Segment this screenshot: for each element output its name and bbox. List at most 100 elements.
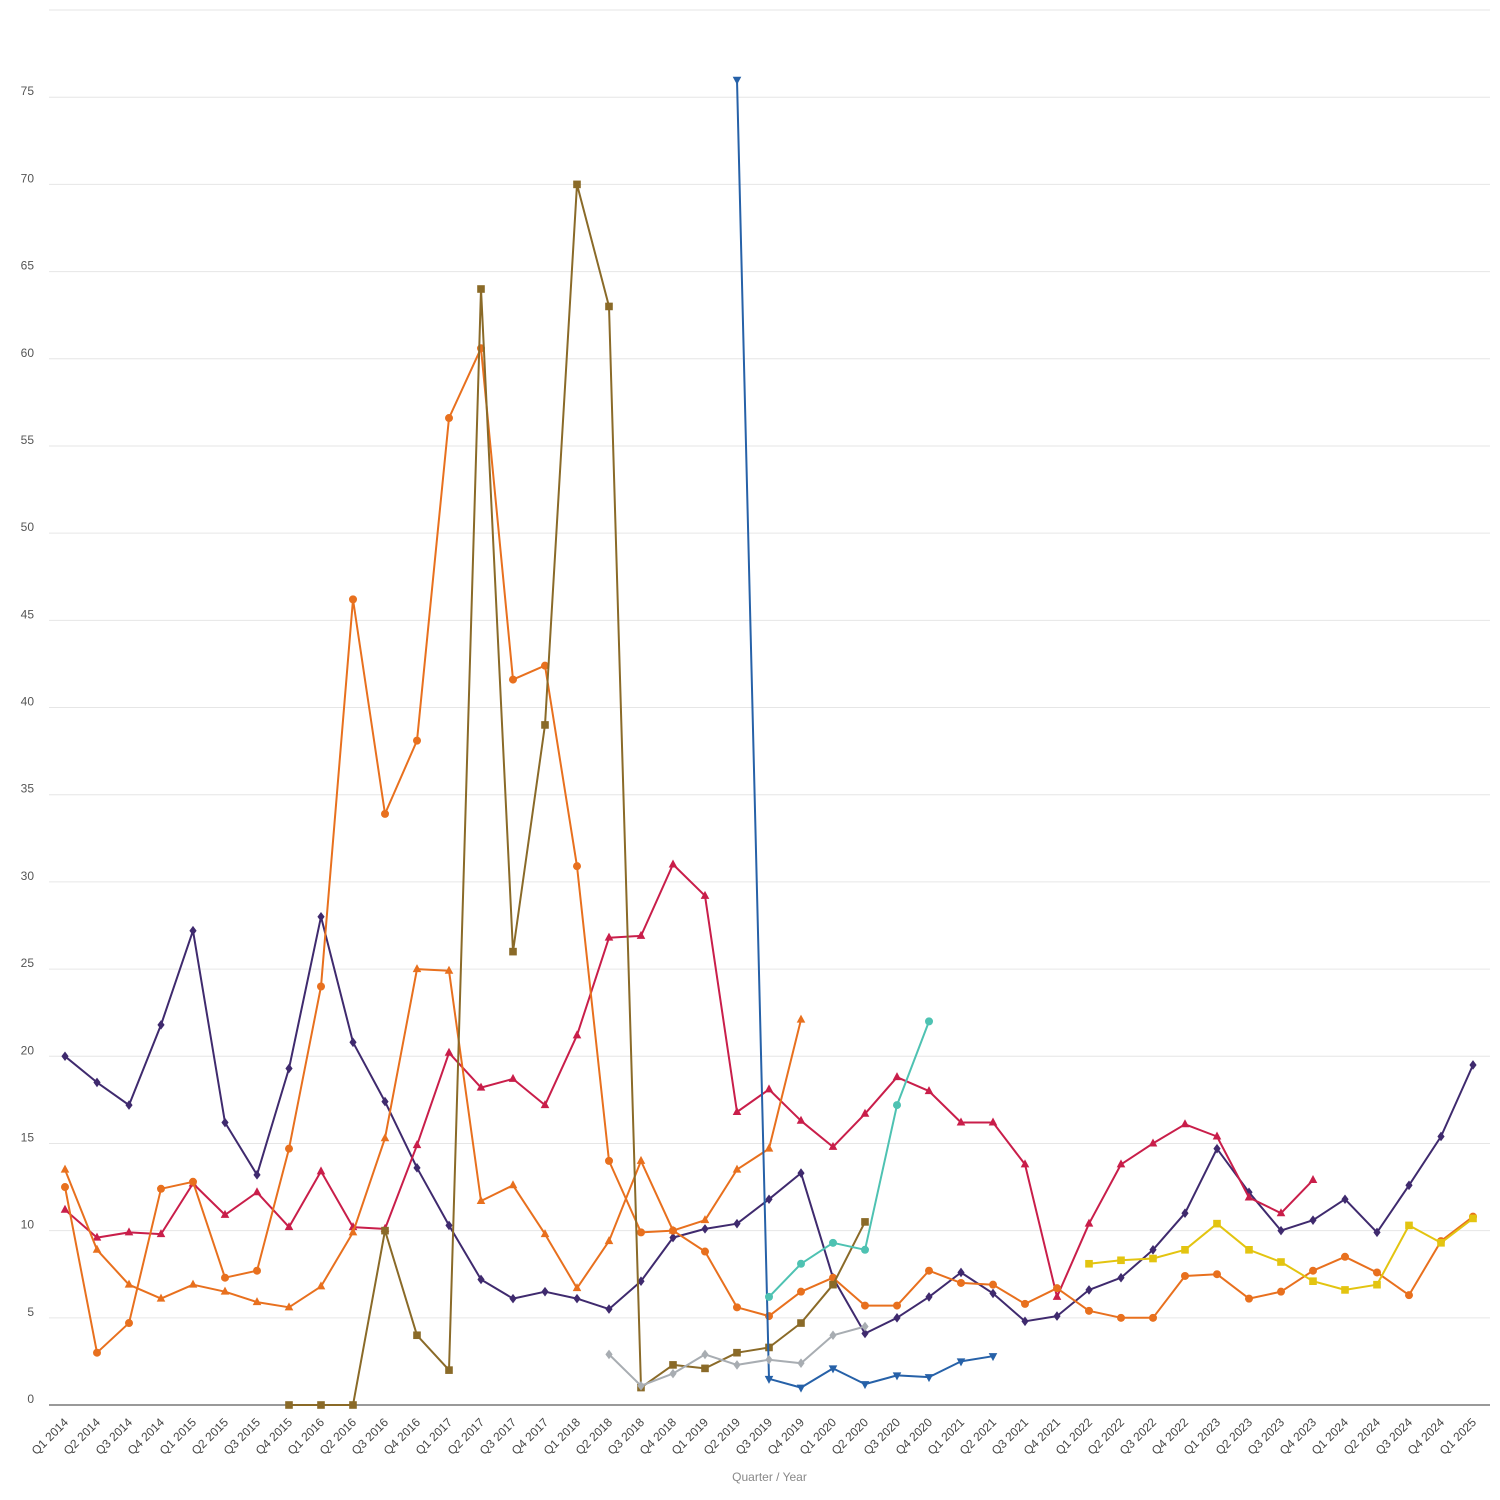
x-axis-title: Quarter / Year [732,1470,807,1484]
data-point [1213,1143,1221,1154]
data-point [1149,1313,1157,1322]
data-point [540,1100,550,1109]
data-point [669,1361,677,1369]
data-point [508,1180,518,1189]
data-point [444,1047,454,1056]
data-point [605,1304,613,1314]
data-point [1053,1311,1061,1321]
data-point [1085,1285,1093,1295]
data-point [220,1286,230,1295]
data-point [1181,1208,1189,1218]
data-point [445,1366,453,1374]
data-point [1148,1138,1158,1147]
data-point [1437,1131,1445,1142]
data-point [1116,1159,1126,1168]
data-point [1245,1187,1253,1198]
data-point [349,1037,357,1048]
data-point [860,1108,870,1117]
data-point [284,1222,294,1231]
data-point [476,1082,486,1091]
data-point [765,1312,773,1321]
data-point [317,911,325,922]
data-point [1373,1227,1381,1238]
data-point [829,1280,837,1289]
y-tick-label: 15 [21,1130,35,1144]
data-point [124,1227,134,1236]
y-tick-label: 5 [27,1305,34,1319]
data-point [893,1101,901,1110]
data-point [701,1364,709,1373]
series-line [64,915,1474,1335]
y-tick-label: 25 [21,956,35,970]
data-point [669,1368,677,1379]
data-point [1309,1277,1317,1285]
data-point [1405,1221,1413,1230]
data-point [540,1229,550,1238]
data-point [701,1247,709,1256]
y-tick-label: 45 [21,607,35,621]
data-point [733,1348,741,1357]
data-point [412,964,422,973]
data-point [637,1381,645,1391]
data-point [669,1232,677,1243]
data-point [380,1133,390,1142]
y-tick-label: 75 [21,84,35,98]
data-point [1341,1194,1349,1205]
data-point [861,1321,869,1332]
data-point [572,1030,582,1039]
data-point [1244,1192,1254,1201]
data-point [509,947,517,956]
data-point [1117,1256,1125,1265]
series-line [64,968,802,1309]
data-point [156,1293,166,1302]
data-point [1245,1294,1253,1303]
data-point [573,180,581,189]
data-point [189,925,197,936]
data-point [668,1225,678,1234]
data-point [156,1229,166,1238]
series-layer [60,76,1477,1409]
data-point [765,1194,773,1205]
data-point [604,932,614,941]
data-point [61,1051,69,1062]
data-point [572,1283,582,1292]
data-point [253,1266,261,1275]
data-point [221,1273,229,1282]
data-point [1405,1291,1413,1300]
data-point [1149,1245,1157,1255]
data-point [893,1313,901,1323]
data-point [509,675,517,684]
data-point [733,1360,741,1370]
data-point [284,1302,294,1311]
data-point [317,982,325,991]
data-point [829,1330,837,1341]
data-point [1405,1180,1413,1191]
series-9 [1085,1214,1477,1294]
data-point [1052,1291,1062,1300]
data-point [732,76,742,85]
data-point [668,859,678,868]
data-point [541,661,549,670]
data-point [124,1279,134,1288]
data-point [157,1020,165,1030]
series-1 [61,911,1477,1339]
data-point [1085,1306,1093,1315]
data-point [893,1301,901,1310]
data-point [381,1226,389,1235]
data-point [796,1014,806,1023]
data-point [1117,1313,1125,1322]
data-point [1277,1225,1285,1236]
y-tick-label: 50 [21,520,35,534]
data-point [957,1267,965,1278]
data-point [1149,1254,1157,1263]
data-point [1053,1284,1061,1293]
data-point [829,1238,837,1247]
y-axis-ticks: 0 5 10 15 20 25 30 35 40 45 50 55 60 65 70 75 [21,84,35,1406]
data-point [1085,1259,1093,1268]
data-point [252,1297,262,1306]
data-point [861,1301,869,1310]
data-point [764,1084,774,1093]
data-point [93,1348,101,1357]
data-point [732,1107,742,1116]
